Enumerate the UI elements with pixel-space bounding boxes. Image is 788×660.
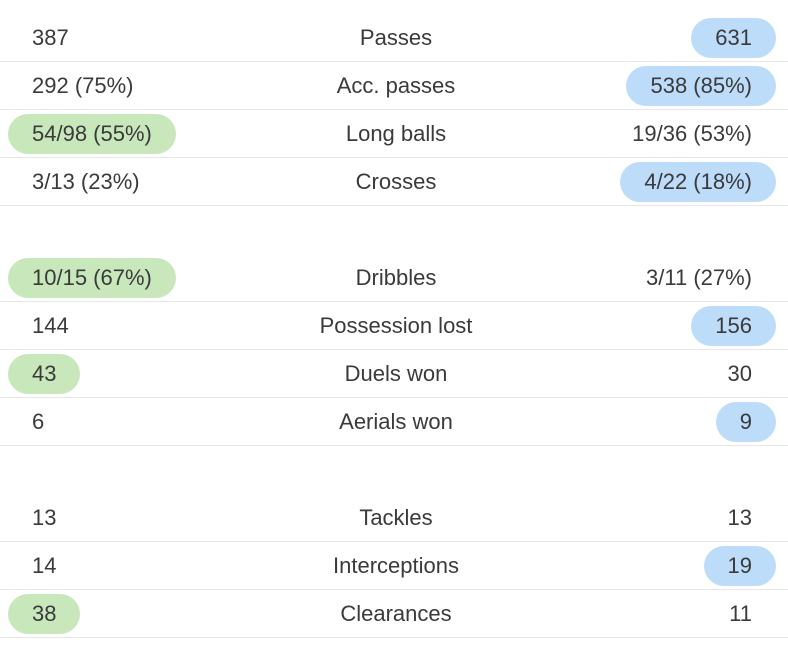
away-value: 19 xyxy=(703,546,776,586)
home-value: 3/13 (23%) xyxy=(32,169,140,194)
stats-group-duels: 10/15 (67%) Dribbles 3/11 (27%) 144 Poss… xyxy=(0,254,788,446)
stat-label: Interceptions xyxy=(333,553,459,578)
away-value: 19/36 (53%) xyxy=(632,121,752,146)
home-value: 144 xyxy=(32,313,69,338)
stat-row-clearances: 38 Clearances 11 xyxy=(0,590,788,638)
stat-label: Tackles xyxy=(359,505,433,530)
home-value: 6 xyxy=(32,409,45,434)
away-value: 156 xyxy=(691,306,776,346)
away-value: 538 (85%) xyxy=(626,66,776,106)
stat-row-dribbles: 10/15 (67%) Dribbles 3/11 (27%) xyxy=(0,254,788,302)
away-value: 631 xyxy=(691,18,776,58)
stats-group-defending: 13 Tackles 13 14 Interceptions 19 38 Cle… xyxy=(0,494,788,638)
stat-label: Duels won xyxy=(344,361,448,386)
stat-row-passes: 387 Passes 631 xyxy=(0,14,788,62)
away-value: 4/22 (18%) xyxy=(620,162,776,202)
stat-label: Aerials won xyxy=(339,409,453,434)
away-value: 9 xyxy=(715,402,776,442)
home-value: 387 xyxy=(32,25,69,50)
home-value: 54/98 (55%) xyxy=(8,114,176,154)
stat-label: Clearances xyxy=(340,601,452,626)
stat-row-interceptions: 14 Interceptions 19 xyxy=(0,542,788,590)
stat-row-possession-lost: 144 Possession lost 156 xyxy=(0,302,788,350)
away-value: 30 xyxy=(727,361,752,386)
stat-row-aerials-won: 6 Aerials won 9 xyxy=(0,398,788,446)
match-stats-table: 387 Passes 631 292 (75%) Acc. passes 538… xyxy=(0,14,788,638)
stats-group-passing: 387 Passes 631 292 (75%) Acc. passes 538… xyxy=(0,14,788,206)
home-value: 10/15 (67%) xyxy=(8,258,176,298)
stat-row-long-balls: 54/98 (55%) Long balls 19/36 (53%) xyxy=(0,110,788,158)
home-value: 14 xyxy=(32,553,57,578)
stat-row-acc-passes: 292 (75%) Acc. passes 538 (85%) xyxy=(0,62,788,110)
stat-row-tackles: 13 Tackles 13 xyxy=(0,494,788,542)
stat-row-duels-won: 43 Duels won 30 xyxy=(0,350,788,398)
away-value: 3/11 (27%) xyxy=(646,265,752,290)
home-value: 43 xyxy=(8,354,81,394)
home-value: 13 xyxy=(32,505,57,530)
home-value: 292 (75%) xyxy=(32,73,134,98)
away-value: 11 xyxy=(729,601,752,626)
stat-row-crosses: 3/13 (23%) Crosses 4/22 (18%) xyxy=(0,158,788,206)
stat-label: Passes xyxy=(359,25,433,50)
home-value: 38 xyxy=(8,594,81,634)
away-value: 13 xyxy=(727,505,752,530)
stat-label: Possession lost xyxy=(319,313,473,338)
